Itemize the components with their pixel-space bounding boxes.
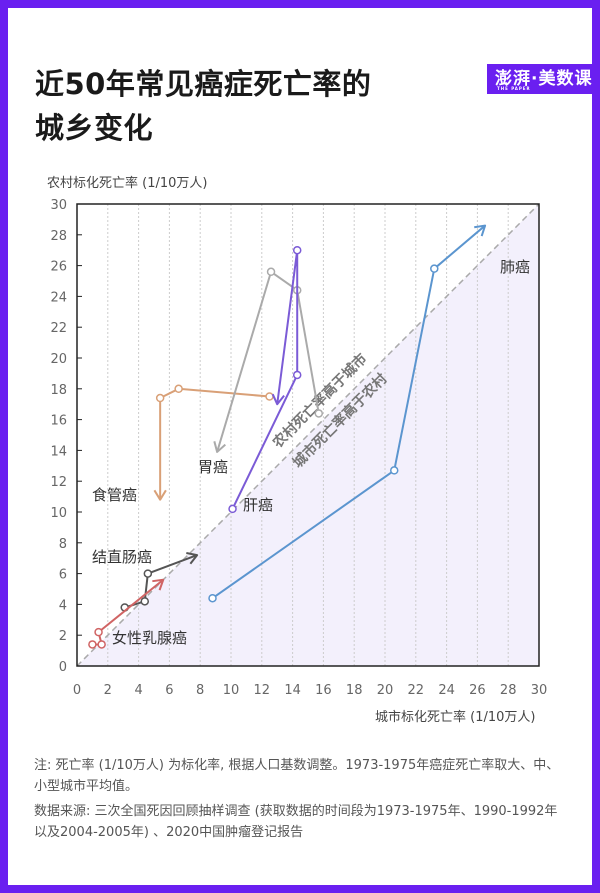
series-line <box>231 249 299 510</box>
data-point <box>265 392 274 401</box>
series-label: 结直肠癌 <box>92 548 152 566</box>
arrowhead-icon <box>152 578 165 591</box>
y-tick-label: 26 <box>50 260 67 275</box>
x-tick-label: 0 <box>73 683 81 698</box>
data-point <box>143 569 153 578</box>
y-tick-label: 18 <box>50 383 67 398</box>
data-point <box>389 466 399 475</box>
series-label: 肝癌 <box>243 496 273 514</box>
x-tick-label: 4 <box>134 683 142 698</box>
x-tick-label: 28 <box>500 683 517 698</box>
series-line <box>124 554 198 609</box>
x-tick-label: 18 <box>346 683 363 698</box>
y-tick-label: 6 <box>59 568 67 583</box>
series-line <box>92 578 164 646</box>
arrowhead-icon <box>271 393 285 406</box>
x-tick-label: 22 <box>408 683 425 698</box>
page-title: 近50年常见癌症死亡率的 城乡变化 <box>35 62 371 150</box>
diagonal-line <box>76 203 540 667</box>
y-tick-label: 0 <box>59 660 67 675</box>
arrowhead-icon <box>153 489 167 501</box>
data-point <box>266 267 276 277</box>
y-tick-label: 8 <box>59 537 67 552</box>
arrowhead-icon <box>213 441 227 453</box>
y-tick-label: 10 <box>50 506 67 521</box>
series-label: 胃癌 <box>198 458 228 476</box>
data-point <box>430 264 439 273</box>
x-tick-label: 20 <box>377 683 394 698</box>
arrowhead-icon <box>186 552 199 565</box>
y-tick-label: 20 <box>50 352 67 367</box>
x-tick-label: 12 <box>254 683 271 698</box>
y-tick-label: 28 <box>50 229 67 244</box>
plot-frame <box>76 203 540 667</box>
y-tick-label: 16 <box>50 414 67 429</box>
logo-sub: THE PAPER <box>497 86 531 91</box>
title-line-1: 近50年常见癌症死亡率的 <box>35 67 372 101</box>
x-tick-label: 26 <box>469 683 486 698</box>
logo: 澎湃·美数课 THE PAPER <box>487 64 600 94</box>
y-tick-label: 4 <box>59 598 67 613</box>
note: 注: 死亡率 (1/10万人) 为标化率, 根据人口基数调整。1973-1975… <box>34 758 560 794</box>
series-label: 肺癌 <box>500 258 530 276</box>
title-line-2: 城乡变化 <box>35 111 154 145</box>
x-tick-label: 30 <box>531 683 548 698</box>
source: 数据来源: 三次全国死因回顾抽样调查 (获取数据的时间段为1973-1975年、… <box>34 804 558 840</box>
data-point <box>140 597 150 606</box>
data-point <box>155 393 165 403</box>
x-tick-label: 8 <box>196 683 204 698</box>
series-label: 女性乳腺癌 <box>112 629 187 647</box>
x-tick-label: 16 <box>315 683 332 698</box>
y-axis-label: 农村标化死亡率 (1/10万人) <box>47 176 208 191</box>
data-point <box>292 245 302 255</box>
x-axis-label: 城市标化死亡率 (1/10万人) <box>375 710 536 725</box>
data-point <box>97 640 106 649</box>
series-line <box>216 270 320 453</box>
x-tick-label: 10 <box>223 683 240 698</box>
y-tick-label: 22 <box>50 321 67 336</box>
y-tick-label: 30 <box>50 198 67 213</box>
y-tick-label: 2 <box>59 629 67 644</box>
x-tick-label: 2 <box>104 683 112 698</box>
y-tick-label: 24 <box>50 290 67 305</box>
y-tick-label: 12 <box>50 475 67 490</box>
data-point <box>88 640 97 649</box>
arrowhead-icon <box>474 224 487 237</box>
data-point <box>174 384 183 394</box>
data-point <box>292 370 302 380</box>
logo-text: 澎湃·美数课 <box>495 69 593 89</box>
y-tick-label: 14 <box>50 444 67 459</box>
data-point <box>314 409 324 418</box>
series-line <box>159 387 270 500</box>
x-tick-label: 14 <box>284 683 301 698</box>
series-line <box>211 224 486 600</box>
x-tick-label: 24 <box>438 683 455 698</box>
x-tick-label: 6 <box>165 683 173 698</box>
data-point <box>208 593 217 603</box>
series-label: 食管癌 <box>92 486 137 504</box>
data-point <box>228 504 237 514</box>
data-point <box>94 627 103 637</box>
